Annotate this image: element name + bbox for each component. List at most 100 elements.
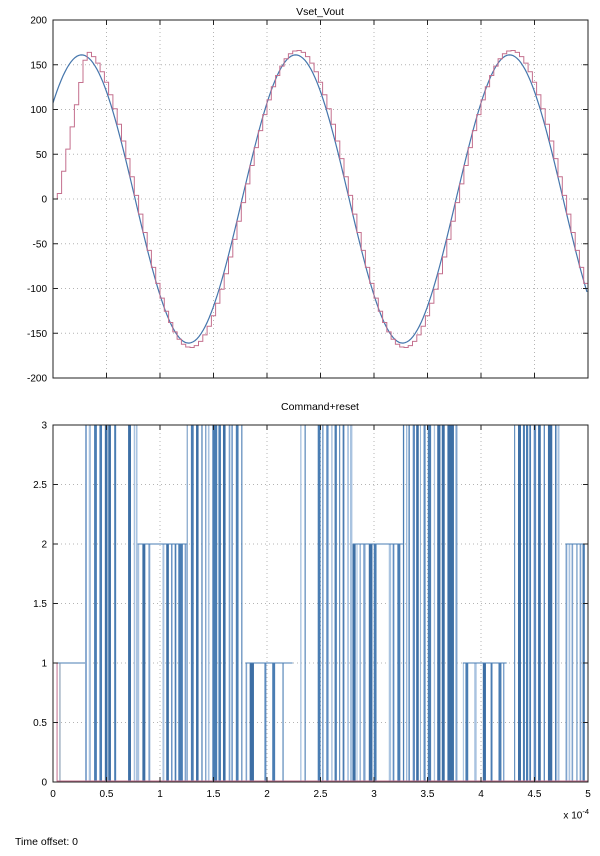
y-tick-label: -50 <box>33 239 48 250</box>
command-burst-stripe <box>352 544 356 782</box>
command-burst-stripe <box>465 663 469 782</box>
command-burst-stripe <box>218 425 221 782</box>
command-burst-stripe <box>128 425 131 782</box>
command-burst-stripe <box>133 425 136 782</box>
command-burst-stripe <box>447 425 454 782</box>
x-tick-label: 0.5 <box>100 789 114 800</box>
command-burst-stripe <box>334 425 337 782</box>
command-burst-stripe <box>498 663 502 782</box>
y-tick-label: 0.5 <box>33 718 47 729</box>
command-burst-stripe <box>373 544 377 782</box>
command-burst-stripe <box>201 425 203 782</box>
command-burst-stripe <box>184 544 187 782</box>
command-burst-stripe <box>166 544 169 782</box>
command-burst-stripe <box>178 544 183 782</box>
command-burst-stripe <box>94 425 97 782</box>
y-tick-label: -200 <box>27 374 47 385</box>
command-burst-stripe <box>245 663 248 782</box>
command-burst-stripe <box>205 425 207 782</box>
command-burst-stripe <box>174 544 177 782</box>
command-burst-stripe <box>186 425 188 782</box>
command-burst-stripe <box>300 425 302 782</box>
command-burst-stripe <box>514 425 516 782</box>
command-burst-stripe <box>137 544 140 782</box>
command-burst-stripe <box>136 425 138 782</box>
command-burst-stripe <box>557 425 560 782</box>
command-burst-stripe <box>543 425 545 782</box>
command-burst-stripe <box>104 425 108 782</box>
command-burst-stripe <box>565 544 568 782</box>
command-burst-stripe <box>518 425 521 782</box>
command-burst-stripe <box>171 544 173 782</box>
y-tick-label: -150 <box>27 329 47 340</box>
command-burst-stripe <box>85 425 87 782</box>
top-chart: 200 150 100 50 0 -50 -100 -150 -200 <box>27 16 589 385</box>
command-burst-stripe <box>406 425 408 782</box>
command-burst-stripe <box>576 544 578 782</box>
x-tick-label: 2 <box>264 789 270 800</box>
x-exponent-power: -4 <box>582 807 589 816</box>
command-burst-stripe <box>264 663 267 782</box>
y-tick-label: 0 <box>41 195 47 206</box>
x-tick-label: 1.5 <box>207 789 221 800</box>
bottom-chart-title: Command+reset <box>281 401 359 413</box>
command-burst-stripe <box>547 425 553 782</box>
command-burst-stripe <box>142 544 146 782</box>
command-burst-stripe <box>579 544 582 782</box>
command-burst-stripe <box>235 425 239 782</box>
command-burst-stripe <box>490 663 493 782</box>
x-tick-label: 5 <box>585 789 591 800</box>
y-tick-label: 200 <box>30 16 47 27</box>
x-tick-label: 3.5 <box>421 789 435 800</box>
command-burst-stripe <box>416 425 419 782</box>
command-burst-stripe <box>342 425 345 782</box>
time-offset-label: Time offset: 0 <box>15 836 79 848</box>
command-burst-stripe <box>571 544 574 782</box>
command-burst-stripe <box>212 425 218 782</box>
x-tick-label: 3 <box>371 789 377 800</box>
command-burst-stripe <box>529 425 532 782</box>
command-burst-stripe <box>282 663 284 782</box>
command-burst-stripe <box>533 425 537 782</box>
command-burst-stripe <box>99 425 103 782</box>
command-burst-stripe <box>108 425 111 782</box>
x-exponent-mantissa: x 10 <box>563 810 583 822</box>
y-tick-label: 2 <box>41 540 47 551</box>
command-burst-stripe <box>331 425 333 782</box>
command-burst-stripe <box>231 425 233 782</box>
x-axis-exponent: x 10-4 <box>563 807 589 821</box>
command-burst-stripe <box>568 544 571 782</box>
bottom-chart: 3 2.5 2 1.5 1 0.5 00 0.5 1 1.5 2 2.5 3 3.5 4 4.5 5 <box>33 421 591 801</box>
command-burst-stripe <box>326 425 329 782</box>
command-burst-stripe <box>462 663 464 782</box>
command-burst-stripe <box>162 544 165 782</box>
y-tick-label: 0 <box>41 778 47 789</box>
command-burst-stripe <box>437 425 441 782</box>
y-tick-label: 1 <box>41 659 47 670</box>
command-burst-stripe <box>408 425 410 782</box>
command-burst-stripe <box>455 425 458 782</box>
command-burst-stripe <box>482 663 486 782</box>
y-tick-label: 3 <box>41 421 47 432</box>
command-burst-stripe <box>359 544 361 782</box>
command-burst-stripe <box>388 544 392 782</box>
command-burst-stripe <box>554 425 557 782</box>
command-burst-stripe <box>419 425 421 782</box>
y-tick-label: 100 <box>30 105 47 116</box>
command-burst-stripe <box>114 425 117 782</box>
command-burst-stripe <box>272 663 276 782</box>
command-burst-stripe <box>397 544 401 782</box>
vout-staircase-curve <box>53 50 588 348</box>
tick-marks <box>52 19 589 379</box>
x-tick-label: 0 <box>50 789 56 800</box>
grid <box>53 20 588 378</box>
command-burst-stripe <box>402 425 405 782</box>
command-burst-stripe <box>368 544 373 782</box>
command-burst-stripe <box>525 425 529 782</box>
command-burst-stripe <box>196 425 199 782</box>
command-burst-stripe <box>522 425 525 782</box>
command-burst-stripe <box>392 544 395 782</box>
command-burst-stripe <box>356 544 358 782</box>
command-burst-stripe <box>228 425 231 782</box>
